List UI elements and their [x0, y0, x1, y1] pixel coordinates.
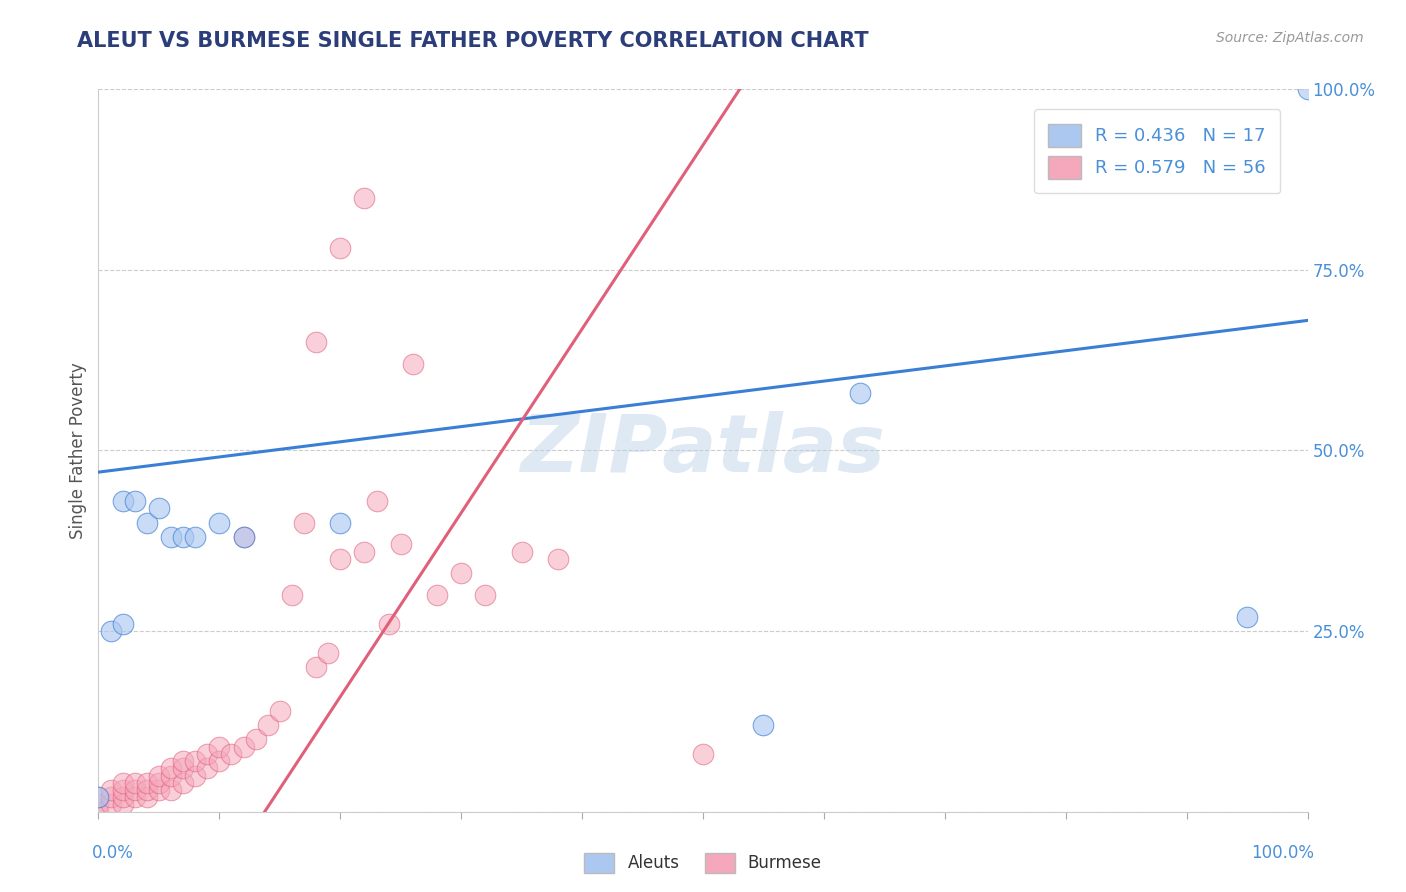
Point	[256, 718, 278, 732]
Text: 100.0%: 100.0%	[1250, 844, 1313, 863]
Point	[172, 754, 194, 768]
Point	[87, 797, 110, 812]
Point	[148, 783, 170, 797]
Point	[100, 783, 122, 797]
Point	[172, 761, 194, 775]
Point	[135, 776, 157, 790]
Point	[135, 790, 157, 805]
Point	[148, 776, 170, 790]
Point	[692, 747, 714, 761]
Point	[232, 530, 254, 544]
Point	[849, 385, 872, 400]
Legend: R = 0.436   N = 17, R = 0.579   N = 56: R = 0.436 N = 17, R = 0.579 N = 56	[1033, 109, 1281, 194]
Point	[111, 776, 134, 790]
Point	[353, 544, 375, 558]
Point	[184, 769, 207, 783]
Point	[547, 551, 569, 566]
Point	[232, 739, 254, 754]
Point	[124, 494, 146, 508]
Point	[208, 516, 231, 530]
Point	[1296, 82, 1319, 96]
Point	[305, 334, 328, 349]
Point	[402, 357, 425, 371]
Point	[329, 551, 352, 566]
Point	[450, 566, 472, 581]
Point	[1236, 609, 1258, 624]
Point	[160, 783, 183, 797]
Point	[195, 747, 218, 761]
Point	[87, 790, 110, 805]
Point	[111, 790, 134, 805]
Point	[111, 797, 134, 812]
Point	[111, 616, 134, 631]
Point	[135, 783, 157, 797]
Point	[208, 754, 231, 768]
Point	[329, 241, 352, 255]
Point	[172, 776, 194, 790]
Point	[292, 516, 315, 530]
Point	[148, 769, 170, 783]
Point	[245, 732, 267, 747]
Point	[87, 805, 110, 819]
Y-axis label: Single Father Poverty: Single Father Poverty	[69, 362, 87, 539]
Point	[124, 790, 146, 805]
Point	[269, 704, 291, 718]
Point	[135, 516, 157, 530]
Text: ZIPatlas: ZIPatlas	[520, 411, 886, 490]
Point	[184, 754, 207, 768]
Point	[100, 797, 122, 812]
Legend: Aleuts, Burmese: Aleuts, Burmese	[578, 847, 828, 880]
Text: Source: ZipAtlas.com: Source: ZipAtlas.com	[1216, 31, 1364, 45]
Point	[160, 761, 183, 775]
Point	[474, 588, 496, 602]
Point	[510, 544, 533, 558]
Point	[353, 191, 375, 205]
Point	[752, 718, 775, 732]
Point	[221, 747, 243, 761]
Point	[160, 530, 183, 544]
Point	[195, 761, 218, 775]
Point	[124, 783, 146, 797]
Point	[111, 494, 134, 508]
Point	[305, 660, 328, 674]
Point	[208, 739, 231, 754]
Text: 0.0%: 0.0%	[93, 844, 134, 863]
Point	[148, 501, 170, 516]
Point	[366, 494, 388, 508]
Point	[172, 530, 194, 544]
Point	[389, 537, 412, 551]
Point	[87, 790, 110, 805]
Point	[184, 530, 207, 544]
Point	[111, 783, 134, 797]
Point	[100, 624, 122, 639]
Point	[100, 790, 122, 805]
Point	[160, 769, 183, 783]
Point	[377, 616, 399, 631]
Point	[329, 516, 352, 530]
Point	[232, 530, 254, 544]
Point	[426, 588, 449, 602]
Point	[316, 646, 339, 660]
Point	[281, 588, 304, 602]
Text: ALEUT VS BURMESE SINGLE FATHER POVERTY CORRELATION CHART: ALEUT VS BURMESE SINGLE FATHER POVERTY C…	[77, 31, 869, 51]
Point	[124, 776, 146, 790]
